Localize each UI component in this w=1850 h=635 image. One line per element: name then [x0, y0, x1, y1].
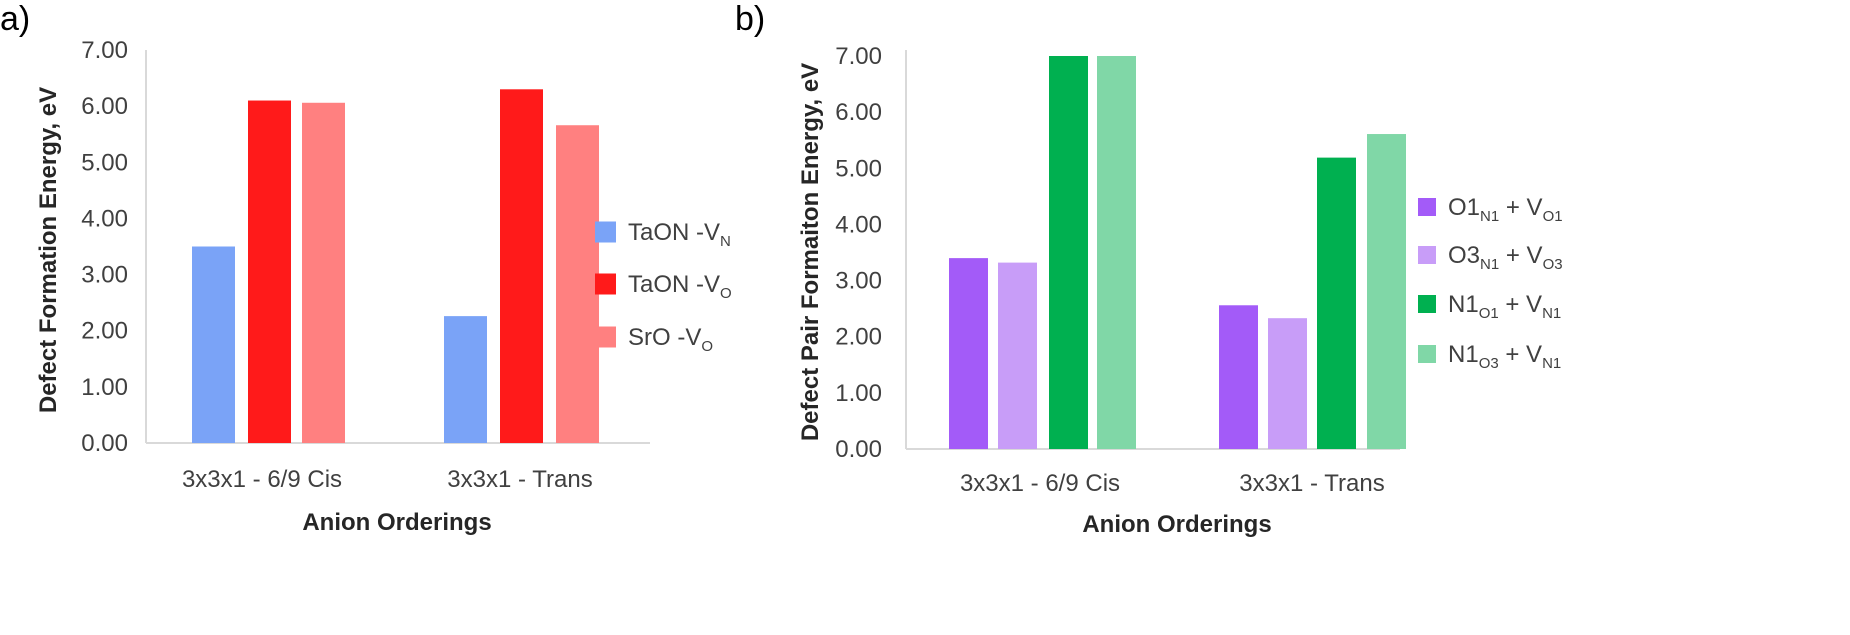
bar: [998, 262, 1037, 449]
bar: [500, 89, 543, 444]
y-tick-label: 5.00: [835, 155, 882, 182]
legend-a: TaON -VN​ TaON -VO​ SrO -VO​: [595, 219, 732, 355]
bar: [556, 125, 599, 443]
category-label-b-1: 3x3x1 - 6/9 Cis: [960, 470, 1120, 497]
chart-panel-a: a) Defect Formation Energy, eV 0.00 1.00 2…: [0, 0, 732, 536]
panel-label-b: b): [735, 0, 765, 38]
legend-entry: O1N1​ + VO1​: [1448, 194, 1563, 225]
bar: [248, 100, 291, 444]
y-axis-title-b: Defect Pair Formaiton Energy, eV: [797, 63, 824, 441]
bar: [1317, 157, 1356, 449]
legend-entry: N1O3​ + VN1​: [1448, 341, 1561, 372]
y-tick-label: 1.00: [81, 374, 128, 401]
category-label-b-2: 3x3x1 - Trans: [1239, 470, 1384, 497]
y-tick-label: 7.00: [81, 37, 128, 64]
legend-swatch: [595, 273, 616, 295]
panel-label-a: a): [0, 0, 30, 38]
bar: [1268, 318, 1307, 449]
bars-b: [949, 56, 1406, 449]
legend-entry: N1O1​ + VN1​: [1448, 291, 1561, 322]
legend-entry: SrO -VO​: [628, 324, 713, 355]
bar: [1219, 305, 1258, 449]
chart-panel-b: b) Defect Pair Formaiton Energy, eV 0.00…: [735, 0, 1563, 538]
bars-a: [192, 89, 599, 444]
legend-b: O1N1​ + VO1​ O3N1​ + VO3​ N1O1​ + VN1​ N1O3…: [1418, 194, 1563, 372]
y-tick-label: 0.00: [81, 430, 128, 457]
y-tick-label: 3.00: [835, 268, 882, 295]
y-tick-label: 4.00: [81, 205, 128, 232]
legend-swatch: [1418, 246, 1436, 264]
bar: [192, 246, 235, 443]
y-tick-label: 7.00: [835, 43, 882, 70]
y-tick-label: 5.00: [81, 149, 128, 176]
y-tick-label: 1.00: [835, 380, 882, 407]
legend-swatch: [595, 326, 616, 348]
y-axis-ticks-a: 0.00 1.00 2.00 3.00 4.00 5.00 6.00 7.00: [81, 37, 128, 457]
bar: [1097, 56, 1136, 449]
bar: [444, 316, 487, 443]
y-tick-label: 0.00: [835, 436, 882, 463]
y-tick-label: 6.00: [81, 93, 128, 120]
y-tick-label: 6.00: [835, 99, 882, 126]
y-axis-title-a: Defect Formation Energy, eV: [35, 87, 62, 413]
category-label-a-2: 3x3x1 - Trans: [447, 466, 592, 493]
category-label-a-1: 3x3x1 - 6/9 Cis: [182, 466, 342, 493]
bar: [302, 102, 345, 443]
y-tick-label: 4.00: [835, 211, 882, 238]
legend-entry: O3N1​ + VO3​: [1448, 242, 1563, 273]
y-axis-ticks-b: 0.00 1.00 2.00 3.00 4.00 5.00 6.00 7.00: [835, 43, 882, 463]
bar: [1367, 134, 1406, 449]
y-tick-label: 2.00: [81, 318, 128, 345]
legend-entry: TaON -VN​: [628, 219, 731, 250]
legend-swatch: [1418, 198, 1436, 216]
legend-swatch: [595, 221, 616, 243]
legend-swatch: [1418, 345, 1436, 363]
bar: [949, 258, 988, 449]
x-axis-title-b: Anion Orderings: [1082, 511, 1271, 538]
legend-entry: TaON -VO​: [628, 271, 732, 302]
legend-swatch: [1418, 295, 1436, 313]
x-axis-title-a: Anion Orderings: [302, 509, 491, 536]
y-tick-label: 2.00: [835, 324, 882, 351]
bar: [1049, 56, 1088, 449]
y-tick-label: 3.00: [81, 262, 128, 289]
